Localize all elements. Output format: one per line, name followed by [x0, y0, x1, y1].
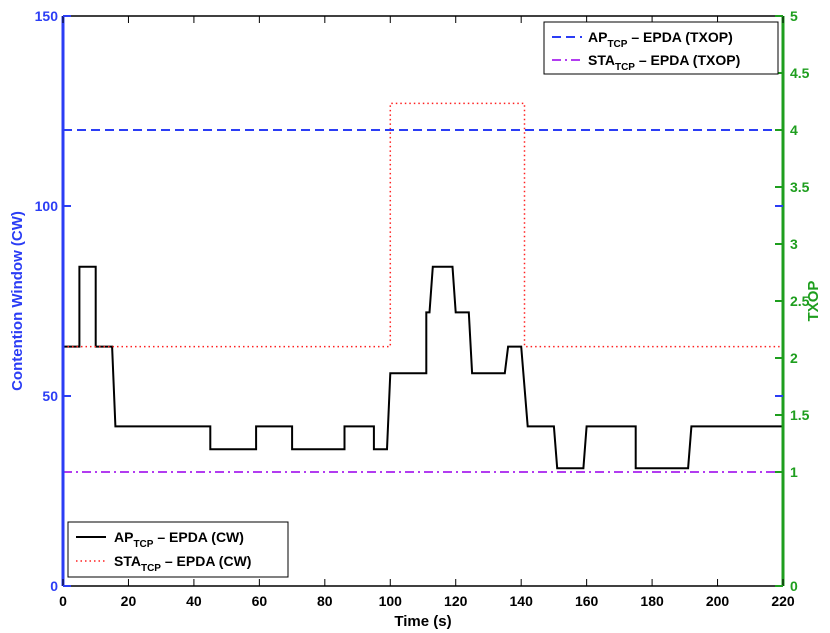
legend-top-label-ap-txop: APTCP – EPDA (TXOP): [588, 29, 733, 50]
y-axis-right-title: TXOP: [805, 281, 822, 322]
legend-bottom-label-ap-cw: APTCP – EPDA (CW): [114, 529, 244, 550]
series-layer: [63, 102, 783, 473]
y-axis-left-title: Contention Window (CW): [9, 211, 26, 391]
x-tick-label: 140: [510, 593, 534, 609]
y-left-tick-label: 100: [35, 198, 59, 214]
y-right-tick-label: 1.5: [790, 407, 810, 423]
x-tick-label: 20: [121, 593, 137, 609]
series-line-ap_cw: [63, 265, 783, 470]
plot-area: [63, 16, 783, 586]
x-tick-label: 180: [640, 593, 664, 609]
y-right-tick-label: 2.5: [790, 293, 810, 309]
y-right-tick-label: 3: [790, 236, 798, 252]
x-tick-label: 100: [379, 593, 403, 609]
y-left-tick-label: 150: [35, 8, 59, 24]
series-line-sta_cw: [63, 102, 783, 348]
legend-bottom-box: [67, 521, 289, 578]
legend-top-box: [543, 21, 779, 75]
legend-top-label-sta-txop: STATCP – EPDA (TXOP): [588, 52, 740, 73]
ticks-layer: 0 20 40 60 80 100 120 140 160 180 200 2200501001500…: [35, 8, 810, 609]
x-tick-label: 60: [252, 593, 268, 609]
x-tick-label: 40: [186, 593, 202, 609]
y-right-tick-label: 3.5: [790, 179, 810, 195]
x-tick-label: 120: [444, 593, 468, 609]
x-tick-label: 220: [771, 593, 795, 609]
legend-bottom-label-sta-cw: STATCP – EPDA (CW): [114, 553, 251, 574]
y-right-tick-label: 2: [790, 350, 798, 366]
legend-bottom: APTCP – EPDA (CW) STATCP – EPDA (CW): [67, 521, 289, 578]
y-right-tick-label: 4.5: [790, 65, 810, 81]
x-tick-label: 0: [59, 593, 67, 609]
y-left-tick-label: 50: [42, 388, 58, 404]
x-tick-label: 160: [575, 593, 599, 609]
y-right-tick-label: 4: [790, 122, 798, 138]
legend-top: APTCP – EPDA (TXOP) STATCP – EPDA (TXOP): [543, 21, 779, 75]
y-right-tick-label: 1: [790, 464, 798, 480]
y-right-tick-label: 0: [790, 578, 798, 594]
y-left-tick-label: 0: [50, 578, 58, 594]
y-right-tick-label: 5: [790, 8, 798, 24]
x-tick-label: 200: [706, 593, 730, 609]
x-axis-title: Time (s): [394, 613, 451, 630]
x-tick-label: 80: [317, 593, 333, 609]
